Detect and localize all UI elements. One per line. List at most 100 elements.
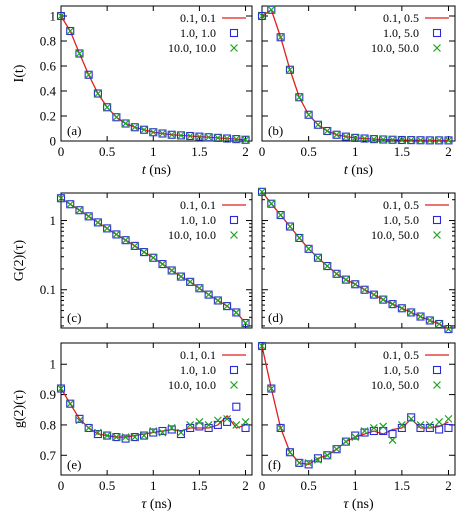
cross-point: [121, 433, 130, 441]
cross-point: [286, 65, 294, 74]
y-tick-label: 0.4: [40, 84, 57, 99]
x-tick-label: 2: [242, 478, 249, 493]
cross-point: [295, 458, 304, 467]
square-point: [139, 125, 149, 134]
cross-point: [204, 133, 213, 142]
legend: 0.1, 0.51.0, 5.010.0, 50.0: [371, 348, 449, 392]
cross-point: [435, 417, 444, 426]
square-point: [323, 126, 332, 136]
cross-point: [204, 421, 213, 429]
square-point: [435, 319, 444, 329]
x-tick-label: 0: [259, 478, 266, 493]
cross-point: [379, 422, 388, 431]
square-point: [407, 308, 416, 317]
cross-point: [158, 260, 167, 268]
square-point: [204, 133, 213, 142]
square-point: [186, 277, 195, 286]
legend-label: 1.0, 1.0: [180, 213, 216, 227]
square-point: [103, 224, 112, 233]
cross-point: [75, 49, 84, 58]
y-axis-label: G(2)(τ): [12, 239, 27, 281]
legend-label: 10.0, 10.0: [168, 378, 216, 392]
legend-cross-swatch: [433, 231, 441, 239]
cross-point: [397, 136, 406, 144]
square-point: [158, 426, 167, 436]
cross-point: [223, 134, 232, 143]
cross-point: [241, 319, 250, 327]
x-tick-label: 1: [150, 144, 157, 159]
square-point: [360, 134, 369, 143]
cross-point: [75, 416, 84, 425]
cross-point: [112, 433, 121, 441]
cross-point: [177, 272, 185, 281]
square-point: [121, 119, 130, 128]
square-point: [388, 429, 397, 439]
panel-f: 0 0.5 1 1.5 2 0.1, 0.51.0, 5.010.0, 50.0 (f) τ …: [257, 341, 456, 512]
series-d-2: [257, 187, 453, 334]
square-point: [75, 206, 84, 215]
legend-cross-swatch: [230, 381, 238, 389]
panel-label: (f): [268, 457, 281, 472]
cross-point: [186, 277, 195, 286]
square-point: [93, 89, 102, 98]
square-point: [139, 248, 149, 257]
square-point: [416, 136, 425, 145]
cross-point: [351, 133, 360, 142]
square-point: [149, 428, 158, 437]
square-point: [435, 136, 444, 145]
cross-point: [295, 234, 304, 242]
cross-point: [379, 135, 388, 144]
series-e-1: [60, 388, 246, 438]
cross-point: [84, 212, 93, 221]
cross-point: [103, 224, 112, 233]
square-point: [130, 241, 139, 250]
cross-point: [195, 132, 204, 141]
cross-point: [241, 417, 250, 426]
square-point: [276, 33, 285, 42]
square-point: [276, 423, 285, 433]
cross-point: [332, 269, 341, 278]
square-point: [407, 136, 416, 145]
cross-point: [195, 417, 204, 426]
legend-square-swatch: [229, 215, 239, 225]
square-point: [435, 425, 444, 434]
cross-point: [444, 325, 453, 334]
cross-point: [93, 218, 102, 227]
cross-point: [103, 431, 112, 440]
square-point: [295, 458, 304, 467]
cross-point: [388, 135, 397, 144]
square-point: [257, 187, 267, 196]
legend-label: 10.0, 10.0: [168, 228, 216, 242]
x-tick-label: 0: [58, 144, 65, 159]
square-point: [176, 131, 186, 140]
x-axis-variable: t: [142, 163, 147, 178]
square-point: [158, 129, 167, 138]
cross-point: [444, 136, 453, 145]
y-tick-label: 1: [50, 9, 57, 24]
panel-a: 0 0.5 1 1.5 2 0 0.2 0.4 0.6 0.8 1 0.1, 0.11.0, 1.01…: [12, 5, 253, 178]
cross-point: [425, 421, 434, 429]
square-point: [425, 316, 434, 325]
series-f-3: [258, 342, 453, 467]
cross-point: [186, 132, 195, 140]
square-point: [103, 103, 112, 112]
cross-point: [57, 12, 65, 20]
cross-point: [167, 424, 176, 432]
cross-point: [66, 27, 75, 35]
cross-point: [369, 290, 378, 299]
square-point: [425, 136, 434, 145]
square-point: [304, 244, 313, 253]
cross-point: [103, 103, 112, 112]
cross-point: [140, 125, 148, 134]
square-point: [223, 134, 232, 143]
series-line: [261, 191, 449, 330]
plot-frame: [261, 342, 456, 476]
cross-point: [379, 295, 388, 304]
cross-point: [323, 451, 332, 460]
series-e-2: [56, 384, 250, 443]
cross-point: [66, 200, 75, 209]
legend-label: 0.1, 0.1: [180, 11, 216, 25]
cross-point: [258, 187, 266, 196]
plot-frame: [60, 342, 253, 476]
cross-point: [369, 135, 378, 144]
